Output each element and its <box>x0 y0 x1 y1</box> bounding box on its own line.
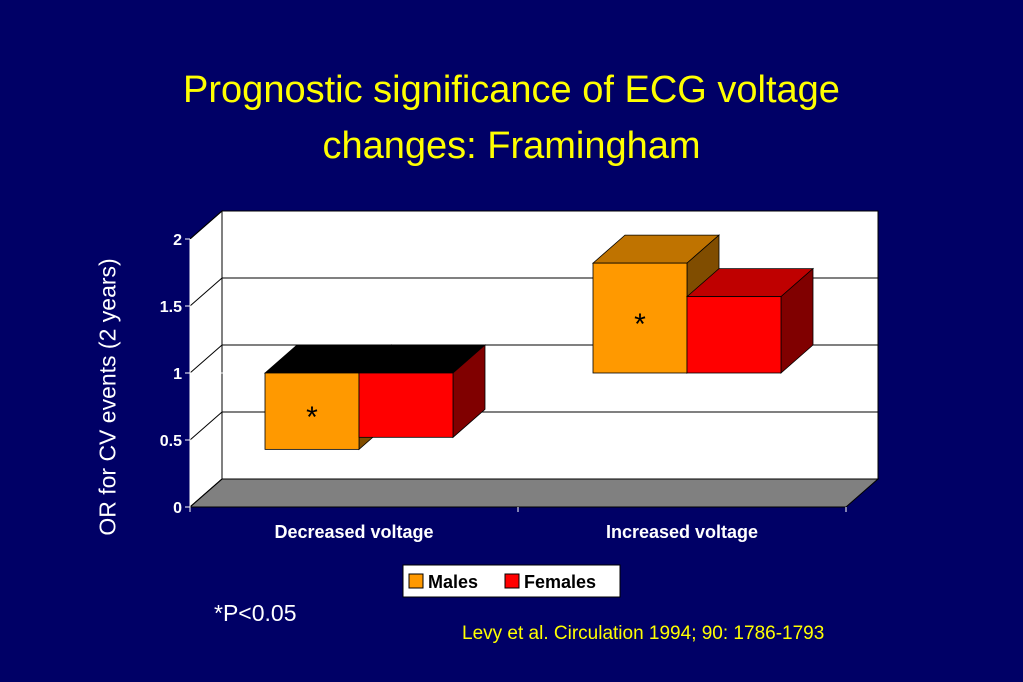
significance-marker: * <box>306 401 318 434</box>
chart-legend: Males Females <box>402 564 621 598</box>
y-tick-label: 1.5 <box>160 299 182 316</box>
bar-front-face <box>592 262 688 374</box>
source-citation: Levy et al. Circulation 1994; 90: 1786-1… <box>462 623 825 644</box>
bar-females-0 <box>357 344 487 439</box>
significance-footnote: *P<0.05 <box>214 600 297 626</box>
significance-marker: * <box>634 308 646 341</box>
slide-title-line-1: Prognostic significance of ECG voltage <box>183 69 840 111</box>
chart-bars: ** <box>263 234 815 451</box>
bar-front-face <box>264 372 360 450</box>
legend-swatch <box>408 573 424 589</box>
slide-title: Prognostic significance of ECG voltage c… <box>0 62 1023 174</box>
y-tick-label: 0.5 <box>160 433 182 450</box>
chart-labels: 0 0.5 1 1.5 2 Decreased voltage Increased volt… <box>160 232 758 542</box>
bar-front-face <box>358 372 454 438</box>
category-label: Increased voltage <box>606 522 758 542</box>
bar-front-face <box>686 296 782 374</box>
y-tick-label: 2 <box>173 232 182 249</box>
bar-females-1 <box>685 267 815 374</box>
legend-swatch <box>504 573 520 589</box>
gridline <box>189 411 878 441</box>
y-tick-label: 0 <box>173 500 182 517</box>
slide-title-line-2: changes: Framingham <box>322 125 701 167</box>
gridline <box>189 478 878 508</box>
category-label: Decreased voltage <box>274 522 433 542</box>
y-tick-label: 1 <box>173 366 182 383</box>
legend-entry: Males <box>428 572 478 592</box>
legend-entry: Females <box>524 572 596 592</box>
chart-floor <box>188 478 880 508</box>
gridline <box>189 210 878 240</box>
